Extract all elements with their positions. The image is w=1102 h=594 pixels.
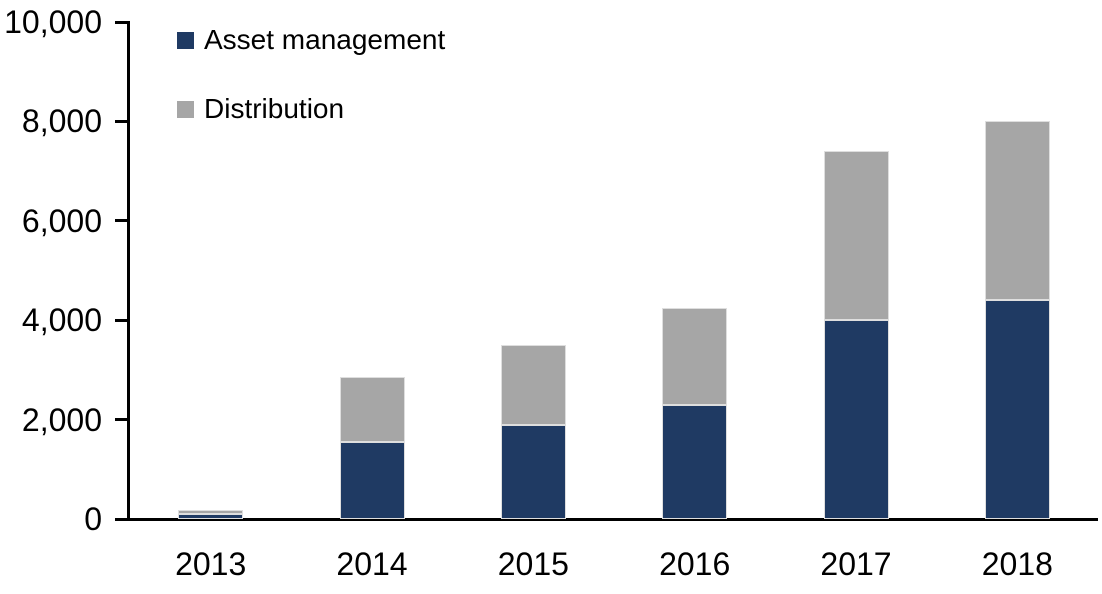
x-tick-label-2017: 2017	[820, 546, 892, 582]
legend-item-asset-management: Asset management	[177, 24, 445, 56]
y-axis-tick	[115, 318, 127, 322]
bar-segment-distribution-2014	[339, 377, 405, 442]
bar-2017	[823, 151, 889, 519]
x-tick-label-2016: 2016	[659, 546, 731, 582]
bar-segment-asset-management-2014	[339, 441, 405, 519]
bar-segment-asset-management-2015	[500, 424, 566, 519]
bar-segment-distribution-2017	[823, 151, 889, 321]
y-axis-tick	[115, 418, 127, 422]
y-tick-label: 6,000	[21, 202, 102, 239]
y-tick-label: 2,000	[21, 401, 102, 438]
legend-swatch-asset-management-icon	[177, 31, 194, 49]
bar-segment-distribution-2013	[178, 510, 244, 515]
bar-segment-distribution-2016	[662, 307, 728, 405]
y-axis-tick	[115, 20, 127, 24]
x-tick-label-2018: 2018	[981, 546, 1053, 582]
legend-label-asset-management: Asset management	[204, 24, 446, 55]
bar-segment-asset-management-2016	[662, 404, 728, 519]
bar-2015	[500, 345, 566, 519]
legend-item-distribution: Distribution	[177, 93, 445, 125]
bar-segment-asset-management-2018	[984, 300, 1050, 519]
y-tick-label: 0	[84, 501, 102, 537]
y-tick-label: 4,000	[21, 302, 102, 339]
legend: Asset management Distribution	[177, 24, 445, 162]
y-axis-tick	[115, 119, 127, 123]
bar-segment-asset-management-2017	[823, 320, 889, 519]
y-axis-tick	[115, 219, 127, 223]
y-tick-label: 10,000	[4, 4, 102, 40]
legend-label-distribution: Distribution	[204, 93, 345, 124]
bar-2014	[339, 377, 405, 519]
y-axis-tick	[115, 517, 127, 521]
x-tick-label-2015: 2015	[497, 546, 569, 582]
bar-2018	[984, 121, 1050, 519]
bar-segment-distribution-2018	[984, 121, 1050, 301]
y-tick-label: 8,000	[21, 103, 102, 140]
bar-2016	[662, 307, 728, 519]
bar-segment-distribution-2015	[500, 345, 566, 425]
x-tick-label-2014: 2014	[336, 546, 408, 582]
bar-2013	[178, 510, 244, 519]
y-axis-line	[127, 21, 130, 521]
bar-segment-asset-management-2013	[178, 514, 244, 519]
legend-swatch-distribution-icon	[177, 100, 194, 118]
x-axis-line	[115, 518, 1098, 521]
x-tick-label-2013: 2013	[175, 546, 247, 582]
